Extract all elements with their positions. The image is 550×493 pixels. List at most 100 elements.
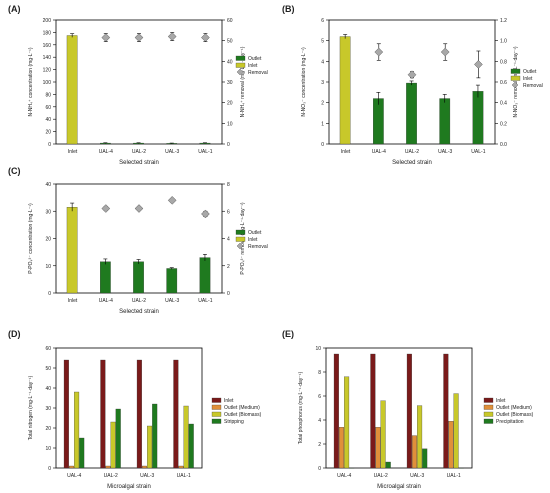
- panel-4-xtick-label: UAL-2: [104, 473, 118, 479]
- panel-1-ytick-label: 0: [48, 142, 51, 148]
- panel-1-ylabel: N-NH₄⁺ concentration (mg·L⁻¹): [28, 47, 34, 116]
- panel-5-bar: [406, 353, 412, 469]
- panel-3-y2tick-label: 6: [227, 209, 230, 215]
- panel-3-removal-point: [134, 204, 144, 213]
- panel-4-bar: [178, 465, 184, 469]
- panel-5-bar: [333, 353, 339, 469]
- panel-1-y2tick-label: 40: [227, 59, 233, 65]
- panel-5-bar: [385, 461, 391, 469]
- panel-1-ytick-label: 200: [43, 18, 52, 24]
- panel-5-xtick-label: UAL-4: [337, 473, 351, 479]
- panel-2-xtick-label: UAL-1: [471, 149, 485, 155]
- panel-3-ytick-label: 10: [45, 264, 51, 270]
- panel-1-y2tick-label: 10: [227, 121, 233, 127]
- panel-1-y2label: N-NH₄⁺ removal (mg·L⁻¹·day⁻¹): [240, 46, 246, 117]
- panel-5-bar: [338, 427, 344, 469]
- panel-3-y2tick-label: 2: [227, 264, 230, 270]
- panel-5-xlabel: Microalgal strain: [377, 484, 421, 490]
- panel-1-ytick-label: 40: [45, 117, 51, 123]
- panel-2-ytick-label: 1: [321, 121, 324, 127]
- panel-2-ylabel: N-NO₃⁻ concentration (mg·L⁻¹): [301, 47, 307, 117]
- panel-1-removal-point: [101, 33, 111, 42]
- panel-3-bar: [133, 261, 144, 294]
- panel-4-bar: [100, 359, 106, 469]
- panel-4-label: (D): [8, 329, 21, 339]
- panel-4-legend-swatch: [211, 404, 222, 410]
- panel-5-bar: [380, 400, 386, 469]
- panel-5-ylabel: Total phosphorus (mg·L⁻¹·day⁻¹): [298, 371, 304, 444]
- panel-5-ytick-label: 10: [315, 346, 321, 352]
- panel-4-bar: [188, 423, 194, 469]
- panel-2-removal-point: [374, 47, 384, 57]
- panel-1-y2tick-label: 50: [227, 39, 233, 45]
- panel-1-ytick-label: 20: [45, 130, 51, 136]
- panel-2-legend-label: Outlet: [523, 69, 537, 75]
- panel-5-bar: [453, 393, 459, 469]
- panel-2-bar: [439, 98, 451, 145]
- panel-5-xtick-label: UAL-3: [410, 473, 424, 479]
- panel-4-bar: [183, 405, 189, 469]
- panel-2-legend-swatch: [510, 68, 521, 74]
- panel-3-label: (C): [8, 166, 21, 176]
- panel-5-legend-label: Inlet: [496, 398, 506, 404]
- panel-3-xtick-label: UAL-2: [132, 298, 146, 304]
- panel-4-bar: [115, 408, 121, 469]
- panel-1-xtick-label: UAL-4: [99, 149, 113, 155]
- panel-1-legend-label: Removal: [248, 70, 268, 76]
- panel-4-xlabel: Microalgal strain: [107, 484, 151, 490]
- panel-2-xtick-label: UAL-3: [438, 149, 452, 155]
- panel-2-y2tick-label: 0.0: [500, 142, 507, 148]
- panel-2-bar: [339, 36, 351, 145]
- panel-4-legend-swatch: [211, 418, 222, 424]
- panel-2-ytick-label: 5: [321, 39, 324, 45]
- panel-5-xtick-label: UAL-1: [447, 473, 461, 479]
- panel-4-bar: [79, 437, 85, 469]
- panel-2-bar: [373, 98, 384, 145]
- panel-2-bar: [406, 82, 417, 145]
- panel-3-xtick-label: UAL-1: [198, 298, 212, 304]
- panel-4-ytick-label: 0: [48, 466, 51, 472]
- panel-5-legend-swatch: [483, 418, 494, 424]
- panel-5-bar: [448, 421, 454, 469]
- panel-2-removal-point: [407, 70, 417, 80]
- panel-1-xlabel: Selected strain: [119, 160, 159, 166]
- panel-1-ytick-label: 180: [43, 30, 52, 36]
- panel-4-bar: [63, 359, 69, 469]
- panel-3-removal-point: [101, 204, 111, 213]
- panel-4-legend-swatch: [211, 411, 222, 417]
- panel-4-legend-label: Outlet (Medium): [224, 405, 260, 411]
- panel-3-xtick-label: UAL-4: [99, 298, 113, 304]
- panel-2-xtick-label: Inlet: [341, 149, 351, 155]
- panel-5-legend-label: Outlet (Medium): [496, 405, 532, 411]
- panel-2-y2tick-label: 0.6: [500, 80, 507, 86]
- panel-3-removal-point: [201, 209, 210, 219]
- panel-2-ytick-label: 4: [321, 59, 324, 65]
- panel-2-y2tick-label: 1.0: [500, 39, 507, 45]
- panel-1-y2tick-label: 60: [227, 18, 233, 24]
- panel-3-y2tick-label: 8: [227, 182, 230, 188]
- panel-2-removal-point: [440, 47, 450, 57]
- panel-3-bar: [66, 207, 78, 294]
- panel-1-y2tick-label: 30: [227, 80, 233, 86]
- panel-5-bar: [411, 435, 417, 469]
- panel-4-bar: [152, 403, 158, 469]
- panel-5-xtick-label: UAL-2: [374, 473, 388, 479]
- panel-4-xtick-label: UAL-3: [140, 473, 154, 479]
- panel-3-legend-swatch: [235, 236, 246, 242]
- panel-1-xtick-label: Inlet: [68, 149, 78, 155]
- panel-2-label: (B): [282, 4, 295, 14]
- panel-3-bar: [199, 257, 211, 294]
- panel-4-legend-swatch: [211, 397, 222, 403]
- panel-3-xtick-label: Inlet: [68, 298, 78, 304]
- panel-5-bar: [443, 353, 449, 469]
- panel-2-y2tick-label: 0.4: [500, 101, 507, 107]
- panel-4-legend-label: Inlet: [224, 398, 234, 404]
- panel-5-bar: [370, 353, 376, 469]
- panel-4-bar: [105, 465, 111, 469]
- panel-3-removal-point: [167, 195, 177, 205]
- panel-3-legend-label: Inlet: [248, 237, 258, 243]
- panel-1-xtick-label: UAL-1: [198, 149, 212, 155]
- panel-3-legend-label: Outlet: [248, 230, 262, 236]
- panel-3-y2tick-label: 0: [227, 291, 230, 297]
